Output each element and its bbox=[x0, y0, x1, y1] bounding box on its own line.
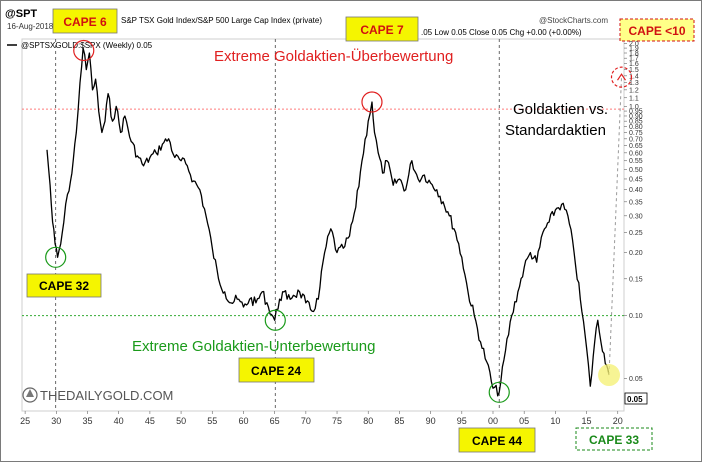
y-tick-label: 0.05 bbox=[629, 376, 643, 383]
badge-cape-24-label: CAPE 24 bbox=[251, 364, 301, 378]
badge-cape-7: CAPE 7 bbox=[345, 16, 419, 42]
x-tick-label: 50 bbox=[176, 416, 186, 426]
x-tick-label: 45 bbox=[145, 416, 155, 426]
y-tick-label: 0.85 bbox=[629, 119, 643, 126]
y-tick-label: 0.55 bbox=[629, 158, 643, 165]
x-tick-label: 55 bbox=[207, 416, 217, 426]
circle-high-1980 bbox=[361, 91, 383, 113]
y-tick-label: 0.35 bbox=[629, 199, 643, 206]
y-tick-label: 1.9 bbox=[629, 46, 639, 53]
y-tick-label: 1.0 bbox=[629, 104, 639, 111]
x-tick-label: 20 bbox=[613, 416, 623, 426]
series-line bbox=[46, 47, 610, 397]
y-tick-label: 1.2 bbox=[629, 87, 639, 94]
badge-cape-33-label: CAPE 33 bbox=[589, 433, 639, 447]
y-tick-label: 0.80 bbox=[629, 124, 643, 131]
y-tick-label: 1.4 bbox=[629, 73, 639, 80]
circle-target-2020 bbox=[610, 66, 633, 88]
y-tick-label: 0.10 bbox=[629, 313, 643, 320]
x-tick-label: 15 bbox=[582, 416, 592, 426]
projection-line bbox=[608, 77, 623, 376]
x-tick-label: 60 bbox=[238, 416, 248, 426]
x-tick-label: 05 bbox=[519, 416, 529, 426]
reference-lines bbox=[22, 108, 624, 317]
thedailygold-logo: THEDAILYGOLD.COM bbox=[22, 387, 173, 403]
y-axis: 0.05 0.10 0.15 0.20 0.25 0.30 0.35 0.40 0.45 0.50… bbox=[624, 41, 643, 383]
badge-cape-32: CAPE 32 bbox=[26, 273, 102, 298]
circle-high-1934 bbox=[73, 39, 95, 62]
y-tick-label: 0.40 bbox=[629, 187, 643, 194]
chart-index-title: S&P TSX Gold Index/S&P 500 Large Cap Ind… bbox=[121, 16, 322, 25]
y-tick-label: 1.1 bbox=[629, 95, 639, 102]
x-tick-label: 25 bbox=[20, 416, 30, 426]
x-tick-label: 80 bbox=[363, 416, 373, 426]
badge-cape-under-10-label: CAPE <10 bbox=[628, 24, 685, 38]
current-value-highlight bbox=[598, 364, 621, 387]
badge-cape-44-label: CAPE 44 bbox=[472, 434, 522, 448]
chart-legend: @SPTSXGOLD:$SPX (Weekly) 0.05 bbox=[21, 41, 153, 50]
circle-low-2001 bbox=[488, 381, 510, 403]
last-value-box bbox=[624, 392, 648, 405]
circle-low-1965 bbox=[264, 309, 286, 331]
x-tick-label: 40 bbox=[114, 416, 124, 426]
badge-cape-under-10: CAPE <10 bbox=[619, 18, 695, 42]
chart-symbol: @SPT bbox=[5, 8, 37, 20]
y-tick-label: 0.70 bbox=[629, 136, 643, 143]
chart-ohlc: .05 Low 0.05 Close 0.05 Chg +0.00 (+0.00… bbox=[421, 28, 582, 37]
y-tick-label: 1.7 bbox=[629, 56, 639, 63]
overvalued-annotation: Extreme Goldaktien-Überbewertung bbox=[214, 47, 453, 65]
undervalued-annotation: Extreme Goldaktien-Unterbewertung bbox=[132, 338, 375, 355]
badge-cape-32-label: CAPE 32 bbox=[39, 279, 89, 293]
badge-cape-44: CAPE 44 bbox=[458, 427, 536, 453]
x-tick-label: 95 bbox=[457, 416, 467, 426]
badge-cape-33: CAPE 33 bbox=[575, 427, 653, 451]
y-tick-label: 0.95 bbox=[629, 109, 643, 116]
gold-vs-standard-line1: Goldaktien vs. bbox=[513, 101, 608, 118]
y-tick-label: 2.0 bbox=[629, 41, 639, 48]
x-tick-label: 00 bbox=[488, 416, 498, 426]
logo-text: THEDAILYGOLD.COM bbox=[40, 388, 173, 403]
y-tick-label: 0.60 bbox=[629, 150, 643, 157]
y-tick-label: 0.20 bbox=[629, 250, 643, 257]
x-tick-label: 30 bbox=[51, 416, 61, 426]
x-tick-label: 75 bbox=[332, 416, 342, 426]
plot-area bbox=[21, 38, 625, 412]
y-tick-label: 0.65 bbox=[629, 143, 643, 150]
x-tick-label: 65 bbox=[270, 416, 280, 426]
y-tick-label: 0.75 bbox=[629, 130, 643, 137]
gold-vs-standard-line2: Standardaktien bbox=[505, 122, 606, 139]
badge-cape-6-label: CAPE 6 bbox=[63, 15, 107, 29]
x-tick-label: 70 bbox=[301, 416, 311, 426]
y-tick-label: 1.8 bbox=[629, 51, 639, 58]
x-axis: 25 30 35 40 45 50 55 60 65 70 75 80 85 90 95 00 05 10 15 20 bbox=[20, 411, 623, 426]
logo-emblem-mark bbox=[26, 389, 34, 397]
y-tick-label: 0.50 bbox=[629, 167, 643, 174]
y-tick-label: 1.5 bbox=[629, 67, 639, 74]
y-tick-label: 0.90 bbox=[629, 113, 643, 120]
y-tick-label: 0.25 bbox=[629, 230, 643, 237]
x-tick-label: 90 bbox=[426, 416, 436, 426]
chart-date: 16-Aug-2018 bbox=[7, 22, 54, 31]
x-tick-label: 10 bbox=[550, 416, 560, 426]
y-tick-label: 1.3 bbox=[629, 80, 639, 87]
badge-cape-6: CAPE 6 bbox=[52, 8, 118, 34]
circle-low-1930 bbox=[45, 246, 67, 268]
y-tick-label: 1.6 bbox=[629, 61, 639, 68]
chart-source: @StockCharts.com bbox=[539, 16, 608, 25]
y-tick-label: 0.15 bbox=[629, 276, 643, 283]
y-tick-label: 0.30 bbox=[629, 213, 643, 220]
up-arrow-icon bbox=[617, 73, 627, 81]
y-tick-label: 0.45 bbox=[629, 176, 643, 183]
turning-point-circles bbox=[45, 39, 633, 403]
x-tick-label: 85 bbox=[394, 416, 404, 426]
event-markers bbox=[55, 39, 500, 411]
badge-cape-24: CAPE 24 bbox=[238, 357, 315, 383]
x-tick-label: 35 bbox=[82, 416, 92, 426]
badge-cape-7-label: CAPE 7 bbox=[360, 23, 404, 37]
last-value-label: 0.05 bbox=[627, 395, 643, 404]
